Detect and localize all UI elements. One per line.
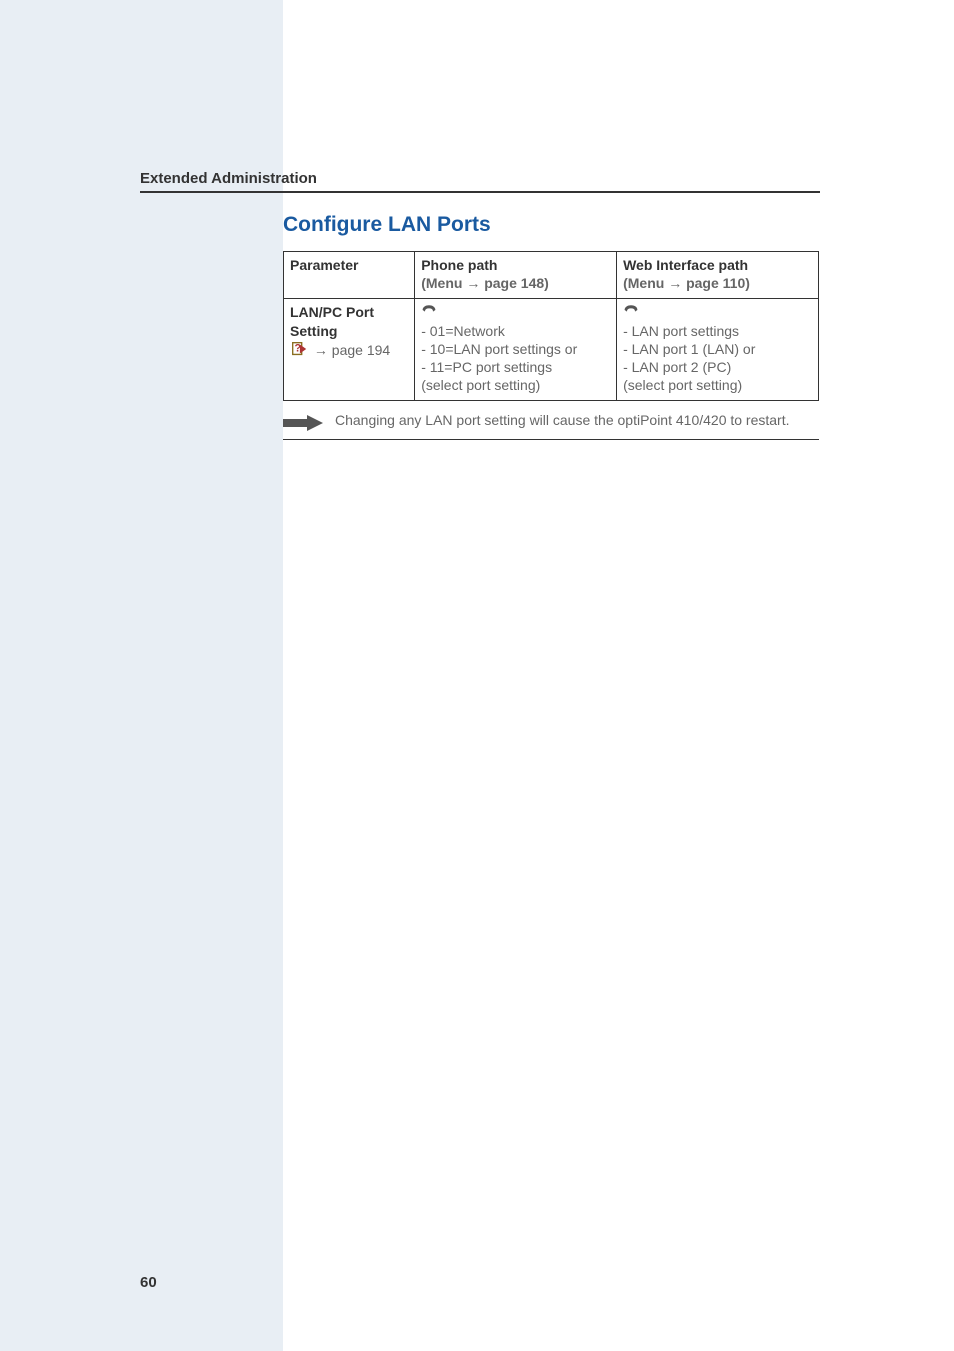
- list-item: (select port setting): [623, 377, 742, 393]
- list-item: - LAN port settings: [623, 323, 739, 339]
- help-link[interactable]: ? → page 194: [290, 342, 390, 358]
- list-item: - 01=Network: [421, 323, 505, 339]
- header-parameter: Parameter: [284, 252, 415, 299]
- table-row: LAN/PC Port Setting ? → page 194: [284, 299, 819, 401]
- cell-parameter: LAN/PC Port Setting ? → page 194: [284, 299, 415, 401]
- list-item: - LAN port 2 (PC): [623, 359, 731, 375]
- list-item: (select port setting): [421, 377, 540, 393]
- phone-icon: [623, 303, 639, 317]
- param-name-line2: Setting: [290, 323, 337, 339]
- text-fragment: page 194: [328, 342, 390, 358]
- cell-phone-path: - 01=Network - 10=LAN port settings or -…: [415, 299, 617, 401]
- arrow-icon: →: [466, 275, 480, 291]
- header-web-path-line2: (Menu → page 110): [623, 275, 750, 291]
- page-title: Configure LAN Ports: [140, 213, 820, 237]
- section-rule: [140, 191, 820, 193]
- cell-web-path: - LAN port settings - LAN port 1 (LAN) o…: [617, 299, 819, 401]
- text-fragment: (Menu: [623, 275, 668, 291]
- header-phone-path: Phone path (Menu → page 148): [415, 252, 617, 299]
- list-item: - LAN port 1 (LAN) or: [623, 341, 755, 357]
- list-item: - 11=PC port settings: [421, 359, 552, 375]
- text-fragment: (Menu: [421, 275, 466, 291]
- help-icon: ?: [290, 340, 308, 358]
- text-fragment: page 110): [682, 275, 750, 291]
- section-heading: Extended Administration: [140, 170, 820, 187]
- header-web-path-line1: Web Interface path: [623, 257, 748, 273]
- header-phone-path-line2: (Menu → page 148): [421, 275, 549, 291]
- header-phone-path-line1: Phone path: [421, 257, 497, 273]
- page-number: 60: [140, 1274, 157, 1291]
- table-header-row: Parameter Phone path (Menu → page 148) W…: [284, 252, 819, 299]
- list-item: - 10=LAN port settings or: [421, 341, 577, 357]
- param-name-line1: LAN/PC Port: [290, 304, 374, 320]
- content-area: Extended Administration Configure LAN Po…: [140, 170, 820, 448]
- note-arrow-icon: [283, 413, 325, 433]
- arrow-icon: →: [668, 275, 682, 291]
- note-rule: [283, 439, 819, 440]
- help-link-text: → page 194: [314, 342, 390, 358]
- parameter-table: Parameter Phone path (Menu → page 148) W…: [283, 251, 819, 401]
- arrow-icon: →: [314, 342, 328, 358]
- text-fragment: page 148): [480, 275, 548, 291]
- header-web-path: Web Interface path (Menu → page 110): [617, 252, 819, 299]
- note-row: Changing any LAN port setting will cause…: [283, 411, 819, 433]
- note-text: Changing any LAN port setting will cause…: [335, 411, 790, 430]
- phone-icon: [421, 303, 437, 317]
